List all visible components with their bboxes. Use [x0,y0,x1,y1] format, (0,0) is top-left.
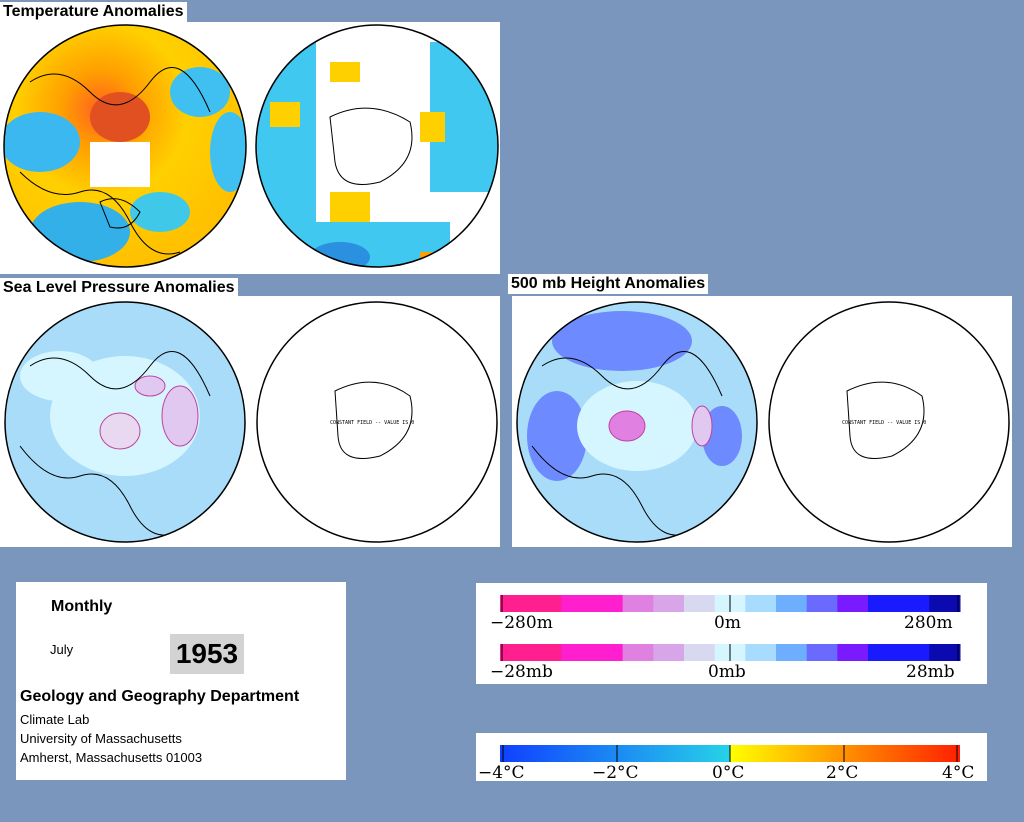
temperature-panel [0,22,500,274]
height-maps: CONSTANT FIELD -- VALUE IS 0 [516,301,1010,543]
north-hemisphere-height [517,302,757,542]
slp-title: Sea Level Pressure Anomalies [0,278,238,298]
info-line: Amherst, Massachusetts 01003 [20,750,203,765]
temperature-maps [3,24,499,268]
slp-constant-note: CONSTANT FIELD -- VALUE IS 0 [330,420,414,426]
height-constant-note: CONSTANT FIELD -- VALUE IS 0 [842,420,926,426]
height-swatch [806,595,838,612]
height-panel: CONSTANT FIELD -- VALUE IS 0 [512,296,1012,547]
pressure-swatch [898,644,930,661]
pressure-tick-zero: 0mb [708,662,746,682]
height-tick-zero: 0m [714,613,741,633]
department-label: Geology and Geography Department [20,688,300,705]
temperature-title: Temperature Anomalies [0,2,187,22]
temperature-tick: −2°C [592,763,639,781]
pressure-swatch [929,644,961,661]
pressure-tick-min: −28mb [490,662,553,682]
pressure-colorbar [500,644,961,661]
height-swatch [592,595,624,612]
slp-panel: CONSTANT FIELD -- VALUE IS 0 [0,296,500,547]
info-box: Monthly July 1953 Geology and Geography … [16,582,346,780]
pressure-tick-max: 28mb [906,662,955,682]
height-tick-min: −280m [490,613,553,633]
height-tick-max: 280m [904,613,953,633]
info-line: Climate Lab [20,712,90,727]
height-swatch [929,595,961,612]
height-pressure-legend-svg: −280m 0m 280m −28mb 0mb 28mb [490,595,961,682]
temperature-legend-svg: −4°C −2°C 0°C 2°C 4°C [478,745,974,781]
temperature-tick: 0°C [712,763,744,781]
period-label: Monthly [51,598,113,615]
pressure-swatch [868,644,900,661]
pressure-swatch [622,644,654,661]
pressure-swatch [592,644,624,661]
height-swatch [684,595,716,612]
month-label: July [50,642,74,657]
north-hemisphere-temperature [4,25,246,267]
temperature-tick: −4°C [478,763,525,781]
pressure-swatch [745,644,777,661]
pressure-swatch [500,644,532,661]
height-swatch [837,595,869,612]
pressure-swatch [653,644,685,661]
pressure-swatch [806,644,838,661]
height-swatch [898,595,930,612]
height-swatch [868,595,900,612]
pressure-swatch [684,644,716,661]
pressure-swatch [837,644,869,661]
height-swatch [530,595,562,612]
height-swatch [745,595,777,612]
height-pressure-legend: −280m 0m 280m −28mb 0mb 28mb [476,583,987,684]
temperature-legend: −4°C −2°C 0°C 2°C 4°C [476,733,987,781]
height-title: 500 mb Height Anomalies [508,274,709,294]
height-colorbar [500,595,961,612]
height-swatch [500,595,532,612]
year-label: 1953 [170,634,244,674]
height-swatch [776,595,808,612]
height-swatch [622,595,654,612]
south-hemisphere-temperature [256,25,498,267]
temperature-tick: 4°C [942,763,974,781]
pressure-swatch [530,644,562,661]
height-swatch [653,595,685,612]
pressure-swatch [561,644,593,661]
height-swatch [561,595,593,612]
temperature-tick: 2°C [826,763,858,781]
north-hemisphere-slp [5,302,245,542]
info-line: University of Massachusetts [20,731,182,746]
pressure-swatch [776,644,808,661]
slp-maps: CONSTANT FIELD -- VALUE IS 0 [4,301,498,543]
